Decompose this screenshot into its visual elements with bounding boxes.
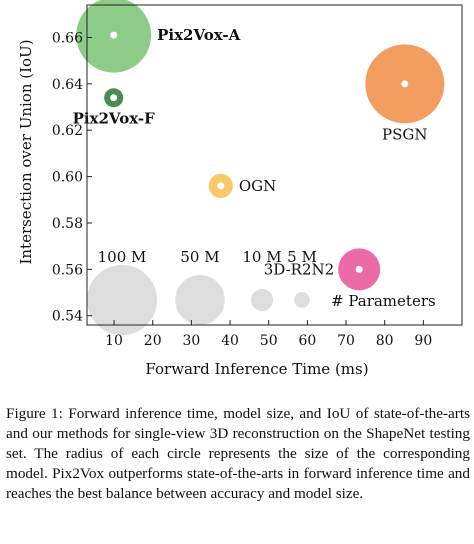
- x-axis-label: Forward Inference Time (ms): [145, 360, 368, 378]
- x-tick-label: 30: [182, 333, 200, 349]
- size-legend-label: 50 M: [180, 248, 219, 266]
- x-tick-label: 40: [221, 333, 239, 349]
- bubbles: [76, 0, 445, 291]
- y-tick-label: 0.64: [52, 77, 83, 93]
- size-legend-circle: [250, 288, 274, 312]
- y-tick-label: 0.60: [52, 170, 83, 186]
- y-tick-label: 0.54: [52, 309, 83, 325]
- size-legend: 100 M 50 M 10 M 5 M: [87, 248, 317, 335]
- size-legend-title: # Parameters: [331, 292, 436, 310]
- bubble-center-dot: [355, 265, 363, 273]
- bubble-chart: 100 M 50 M 10 M 5 M Pix2Vox-A Pix2Vox-F OGN 3D…: [17, 0, 463, 378]
- bubble-center-dot: [110, 94, 118, 102]
- size-legend-label: 10 M: [242, 248, 281, 266]
- x-tick-label: 50: [260, 333, 278, 349]
- bubble-label: 3D-R2N2: [264, 260, 334, 278]
- x-tick-label: 10: [105, 333, 123, 349]
- size-legend-label: 100 M: [98, 248, 147, 266]
- bubble-labels: Pix2Vox-A Pix2Vox-F OGN 3D-R2N2 PSGN: [73, 26, 428, 278]
- y-tick-label: 0.56: [52, 262, 83, 278]
- size-legend-circle: [87, 265, 157, 335]
- bubble-label: Pix2Vox-A: [157, 26, 241, 44]
- figure-caption: Figure 1: Forward inference time, model …: [6, 405, 470, 502]
- bubble-label: PSGN: [382, 125, 427, 143]
- x-tick-label: 20: [144, 333, 162, 349]
- y-axis-ticks: 0.54 0.56 0.58 0.60 0.62 0.64 0.66: [52, 30, 92, 325]
- plot-frame: [86, 4, 463, 326]
- x-axis-ticks: 10 20 30 40 50 60 70 80 90: [105, 320, 432, 349]
- size-legend-label: 5 M: [287, 248, 317, 266]
- size-legend-circle: [294, 292, 310, 308]
- x-tick-label: 90: [414, 333, 432, 349]
- y-tick-label: 0.58: [52, 216, 83, 232]
- x-tick-label: 60: [298, 333, 316, 349]
- bubble-center-dot: [401, 80, 409, 88]
- y-tick-label: 0.62: [52, 123, 83, 139]
- bubble-center-dot: [217, 182, 225, 190]
- y-tick-label: 0.66: [52, 30, 83, 46]
- bubble-center-dot: [110, 31, 118, 39]
- x-tick-label: 70: [337, 333, 355, 349]
- x-tick-label: 80: [376, 333, 394, 349]
- y-axis-label: Intersection over Union (IoU): [17, 39, 35, 264]
- size-legend-circle: [175, 275, 225, 325]
- bubble-label: OGN: [239, 177, 276, 195]
- bubble-label: Pix2Vox-F: [73, 109, 156, 127]
